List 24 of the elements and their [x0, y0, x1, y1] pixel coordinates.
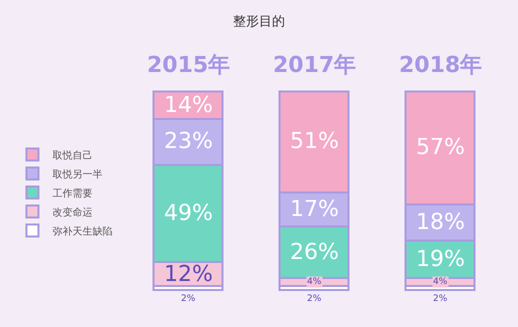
- data-label: 12%: [164, 262, 213, 287]
- legend-label: 取悦另一半: [52, 168, 102, 180]
- legend-label: 工作需要: [52, 188, 92, 200]
- legend-label: 弥补天生缺陷: [52, 225, 112, 238]
- data-label: 17%: [290, 197, 339, 222]
- data-label: 2%: [181, 294, 196, 304]
- legend-label: 取悦自己: [52, 149, 92, 162]
- data-label: 57%: [416, 135, 465, 160]
- data-label: 4%: [433, 277, 448, 287]
- data-label: 14%: [164, 93, 213, 118]
- data-label: 51%: [290, 129, 339, 154]
- chart-title: 整形目的: [233, 14, 285, 30]
- x-tick-label: 2018年: [399, 53, 482, 78]
- data-label: 19%: [416, 247, 465, 272]
- data-label: 2%: [307, 294, 322, 304]
- x-tick-label: 2017年: [273, 53, 356, 78]
- legend-label: 改变命运: [52, 206, 92, 218]
- data-label: 4%: [307, 277, 322, 287]
- data-label: 18%: [416, 210, 465, 235]
- x-tick-label: 2015年: [147, 53, 230, 78]
- data-label: 49%: [164, 201, 213, 226]
- data-label: 2%: [433, 294, 448, 304]
- data-label: 26%: [290, 240, 339, 265]
- data-label: 23%: [164, 129, 213, 154]
